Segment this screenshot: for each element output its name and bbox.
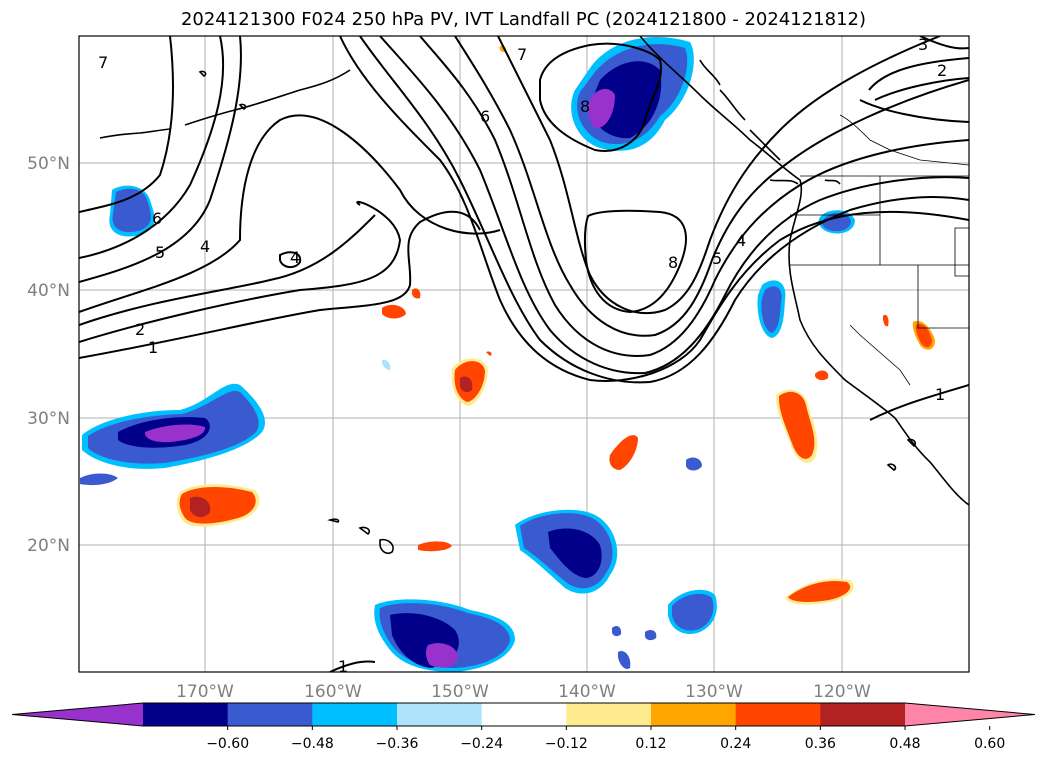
contour-label: 7 [98,53,108,72]
positive-anomaly-fills [176,45,935,605]
contour-label: 4 [200,237,210,256]
contour-label: 2 [937,61,947,80]
longitude-labels: 170°W 160°W 150°W 140°W 130°W 120°W [176,682,871,702]
colorbar-tick-label: −0.48 [291,736,334,752]
colorbar-tick-label: −0.24 [460,736,503,752]
contour-label: 5 [712,249,722,268]
coastlines [99,36,969,555]
lon-label: 140°W [558,682,616,702]
colorbar-tick-label: 0.36 [805,736,836,752]
contour-labels: 7 7 6 6 5 4 4 2 1 8 8 5 4 3 2 1 1 [98,35,947,676]
colorbar-tick-label: 0.48 [889,736,920,752]
contour-label: 8 [668,253,678,272]
colorbar-outline [11,702,1036,727]
colorbar-segment [566,703,652,726]
contour-label: 6 [152,209,162,228]
map-content [79,36,969,672]
lat-label: 20°N [27,536,70,556]
colorbar-tick-label: −0.12 [545,736,588,752]
map-frame [78,35,970,673]
colorbar-segment [651,703,737,726]
map-background [79,36,969,672]
contour-label: 4 [290,248,300,267]
contour-label: 2 [135,320,145,339]
lon-label: 150°W [431,682,489,702]
contour-label: 5 [155,243,165,262]
colorbar-extend-low [12,703,143,726]
colorbar-tick-label: 0.24 [720,736,751,752]
lon-label: 160°W [304,682,362,702]
contour-label: 3 [918,35,928,54]
map-title: 2024121300 F024 250 hPa PV, IVT Landfall… [180,9,867,30]
lat-label: 30°N [27,409,70,429]
colorbar-tick-label: −0.36 [376,736,419,752]
contour-label: 1 [338,657,348,676]
lat-label: 40°N [27,281,70,301]
lon-label: 120°W [813,682,871,702]
lon-label: 170°W [176,682,234,702]
colorbar-segment [227,703,313,726]
state-borders [790,114,969,386]
lon-label: 130°W [685,682,743,702]
colorbar-tick-label: 0.60 [974,736,1005,752]
colorbar-segment [397,703,483,726]
contour-label: 1 [935,385,945,404]
contour-label: 8 [580,97,590,116]
latitude-labels: 50°N 40°N 30°N 20°N [27,154,70,556]
colorbar-segment [312,703,398,726]
lat-label: 50°N [27,154,70,174]
colorbar-segment [735,703,821,726]
colorbar-segment [820,703,906,726]
colorbar-segment [143,703,229,726]
colorbar-extend-high [905,703,1035,726]
contour-label: 6 [480,107,490,126]
contour-label: 1 [148,338,158,357]
colorbar-tick-label: 0.12 [635,736,666,752]
colorbar-tick-label: −0.60 [206,736,249,752]
colorbar-segment [481,703,567,726]
contour-label: 4 [736,231,746,250]
colorbar: −0.60 −0.48 −0.36 −0.24 −0.12 0.12 0.24 0.36 0.4… [11,702,1036,752]
negative-anomaly-fills [80,37,855,672]
contour-label: 7 [517,45,527,64]
